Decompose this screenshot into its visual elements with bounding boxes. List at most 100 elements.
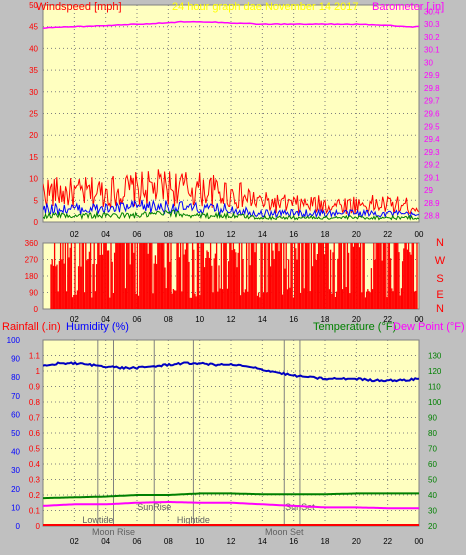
compass-label: S: [436, 273, 443, 285]
barometer-tick: 30.3: [424, 20, 440, 29]
rainfall-tick: 0.2: [29, 491, 41, 500]
humidity-tick: 30: [11, 466, 20, 475]
bottom-x-tick: 12: [227, 537, 236, 546]
barometer-tick: 29.4: [424, 135, 440, 144]
windspeed-tick: 45: [29, 23, 38, 32]
bottom-chart-series: [43, 361, 419, 526]
barometer-tick: 29.5: [424, 122, 440, 131]
temperature-tick: 70: [428, 445, 437, 454]
top-x-tick: 14: [258, 230, 267, 239]
bottom-x-tick: 10: [195, 537, 204, 546]
top-x-tick: 06: [133, 230, 142, 239]
bottom-x-tick: 00: [415, 537, 424, 546]
event-label: Hightide: [177, 515, 210, 525]
direction-x-tick: 14: [258, 315, 267, 324]
direction-tick: 270: [25, 256, 39, 265]
windspeed-axis-label: Windspeed [mph]: [36, 1, 122, 13]
rainfall-tick: 0.5: [29, 445, 41, 454]
direction-tick: 360: [25, 239, 39, 248]
bottom-x-tick: 02: [70, 537, 79, 546]
direction-tick: 90: [29, 289, 38, 298]
barometer-tick: 30.2: [424, 33, 440, 42]
barometer-tick: 29.6: [424, 110, 440, 119]
barometer-tick: 30.4: [424, 7, 440, 16]
direction-tick: 0: [34, 305, 39, 314]
humidity-tick: 10: [11, 503, 20, 512]
direction-bars: [50, 243, 418, 309]
direction-x-tick-labels: 02 04 06 08 10 12 14 16 18 20 22 00: [70, 315, 424, 324]
direction-x-tick: 00: [415, 315, 424, 324]
barometer-tick-labels: 28.8 28.9 29 29.1 29.2 29.3 29.4 29.5 29.6 29.7 29…: [424, 7, 440, 220]
rainfall-tick: 0.4: [29, 460, 41, 469]
barometer-tick: 29.1: [424, 173, 440, 182]
windspeed-tick-labels: 0 5 10 15 20 25 30 35 40 45 50: [29, 1, 38, 227]
top-x-tick: 18: [321, 230, 330, 239]
rainfall-tick: 0.1: [29, 507, 41, 516]
barometer-tick: 28.9: [424, 199, 440, 208]
rainfall-tick: 1: [36, 367, 41, 376]
windspeed-tick: 15: [29, 153, 38, 162]
rainfall-tick: 0.6: [29, 429, 41, 438]
direction-x-tick: 10: [195, 315, 204, 324]
humidity-tick: 50: [11, 429, 20, 438]
bottom-x-tick: 08: [164, 537, 173, 546]
barometer-tick: 29.9: [424, 71, 440, 80]
compass-label: N: [436, 303, 444, 315]
barometer-line: [43, 20, 419, 29]
bottom-x-tick: 14: [258, 537, 267, 546]
direction-x-tick: 08: [164, 315, 173, 324]
rainfall-tick: 0.3: [29, 476, 41, 485]
direction-x-tick: 12: [227, 315, 236, 324]
rainfall-tick: 0.8: [29, 398, 41, 407]
rainfall-tick-labels: 0 0.1 0.2 0.3 0.4 0.5 0.6 0.7 0.8 0.9 1 1.1: [29, 352, 41, 532]
temperature-tick: 50: [428, 476, 437, 485]
top-chart-grid: [43, 4, 420, 223]
windspeed-tick: 10: [29, 175, 38, 184]
bottom-x-tick: 16: [289, 537, 298, 546]
barometer-axis-label: Barometer [.in]: [372, 1, 444, 13]
temperature-tick: 60: [428, 460, 437, 469]
direction-tick: 180: [25, 272, 39, 281]
magenta-line: [43, 501, 419, 510]
temperature-tick: 90: [428, 414, 437, 423]
barometer-tick: 29.3: [424, 148, 440, 157]
windspeed-tick: 0: [34, 218, 39, 227]
rainfall-tick: 0.9: [29, 383, 41, 392]
top-x-tick: 16: [289, 230, 298, 239]
bottom-x-tick: 18: [321, 537, 330, 546]
humidity-tick: 100: [7, 336, 21, 345]
humidity-tick: 40: [11, 448, 20, 457]
wind-average-line: [43, 199, 419, 219]
temperature-tick-labels: 20 30 40 50 60 70 80 90 100 110 120 130: [428, 352, 442, 532]
windspeed-tick: 35: [29, 66, 38, 75]
dewpoint-axis-label: Dew Point (°F): [393, 321, 465, 333]
humidity-tick: 80: [11, 373, 20, 382]
humidity-tick: 70: [11, 392, 20, 401]
compass-label: E: [436, 289, 443, 301]
wind-gust-line: [43, 169, 419, 215]
direction-x-tick: 18: [321, 315, 330, 324]
temperature-tick: 120: [428, 367, 442, 376]
direction-x-tick: 06: [133, 315, 142, 324]
windspeed-tick: 5: [34, 196, 39, 205]
barometer-tick: 28.8: [424, 212, 440, 221]
top-x-tick: 22: [383, 230, 392, 239]
temperature-tick: 110: [428, 383, 441, 392]
top-x-tick: 20: [352, 230, 361, 239]
temperature-line: [43, 361, 419, 383]
direction-degree-labels: 0 90 180 270 360: [25, 239, 39, 314]
temperature-axis-label: Temperature (°F): [313, 321, 396, 333]
windspeed-tick: 30: [29, 88, 38, 97]
direction-x-tick: 20: [352, 315, 361, 324]
humidity-tick: 20: [11, 485, 20, 494]
humidity-tick: 0: [16, 522, 21, 531]
rainfall-tick: 0: [36, 522, 41, 531]
top-chart-series: [43, 20, 419, 221]
rainfall-tick: 0.7: [29, 414, 41, 423]
windspeed-tick: 50: [29, 1, 38, 10]
bottom-x-tick: 20: [352, 537, 361, 546]
temperature-tick: 130: [428, 352, 442, 361]
humidity-tick-labels: 0 10 20 30 40 50 60 70 80 90 100: [7, 336, 21, 531]
